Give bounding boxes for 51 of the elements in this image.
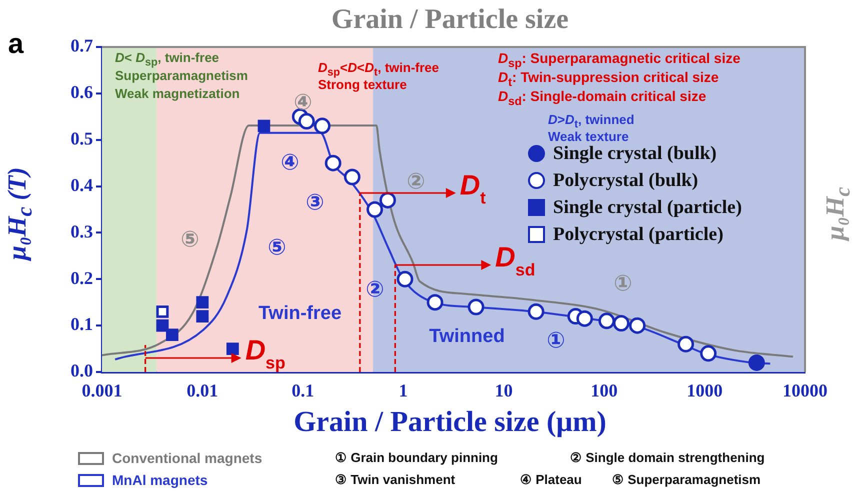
legend-label: Single crystal (particle) [553,196,742,218]
y-tick-label: 0.0 [70,360,93,381]
y-tick-label: 0.1 [70,314,93,334]
x-axis-title: Grain / Particle size (μm) [292,406,608,439]
text: ⑤ Superparamagnetism [612,472,761,487]
annotation: D< D$_{sp}$, twin-free [115,50,220,69]
y-tick-label: 0.5 [70,128,93,149]
annotation: Weak magnetization [115,86,240,101]
y-tick-label: 0.6 [70,82,93,102]
text: ③ Twin vanishment [335,472,456,487]
legend-label: Conventional magnets [112,450,262,466]
chart-title: Grain / Particle size [331,4,569,35]
legend-label: Polycrystal (bulk) [553,170,698,192]
y-tick-label: 0.4 [70,174,93,195]
y-tick-label: 0.2 [70,268,93,288]
x-tick-label: 0.001 [82,380,122,400]
text: ② Single domain strengthening [570,450,765,465]
annotation: ③ [306,190,324,216]
annotation: D$_{t}$: Twin-suppression critical size [498,69,719,89]
x-tick-label: 0.01 [186,380,218,400]
annotation: ④ [280,150,300,176]
legend-label: MnAl magnets [112,472,208,488]
annotation: ⑤ [180,228,200,252]
x-tick-label: 0.1 [292,380,314,400]
annotation: ④ [294,90,312,116]
annotation: ② [366,278,384,302]
annotation: D>D$_{t}$, twinned [548,112,634,131]
annotation: ② [406,170,426,194]
y-tick-label: 0.3 [70,221,93,242]
annotation: Twin-free [258,303,342,325]
y-tick-label: 0.7 [70,36,93,56]
annotation: D$_{sd}$: Single-domain critical size [498,88,706,108]
x-tick-label: 10 [494,380,513,400]
x-tick-label: 100 [590,380,618,400]
annotation: Strong texture [318,77,407,92]
annotation: ⑤ [268,236,286,260]
annotation: ① [546,328,566,354]
annotation: Weak texture [548,129,629,144]
annotation: Superparamagnetism [115,68,248,83]
annotation: ① [614,272,632,296]
x-tick-label: 1 [398,380,408,400]
x-tick-label: 10000 [782,380,828,400]
legend-label: Single crystal (bulk) [553,142,717,164]
annotation: Twinned [429,326,505,348]
annotation: D$_{sp}$<D<D$_{t}$, twin-free [318,60,440,79]
text: ④ Plateau [520,472,582,487]
annotation: D$_{sp}$: Superparamagnetic critical size [498,50,740,70]
legend-label: Polycrystal (particle) [553,224,724,246]
x-tick-label: 1000 [686,380,723,400]
text: a [8,28,24,60]
text: ① Grain boundary pinning [335,450,498,465]
